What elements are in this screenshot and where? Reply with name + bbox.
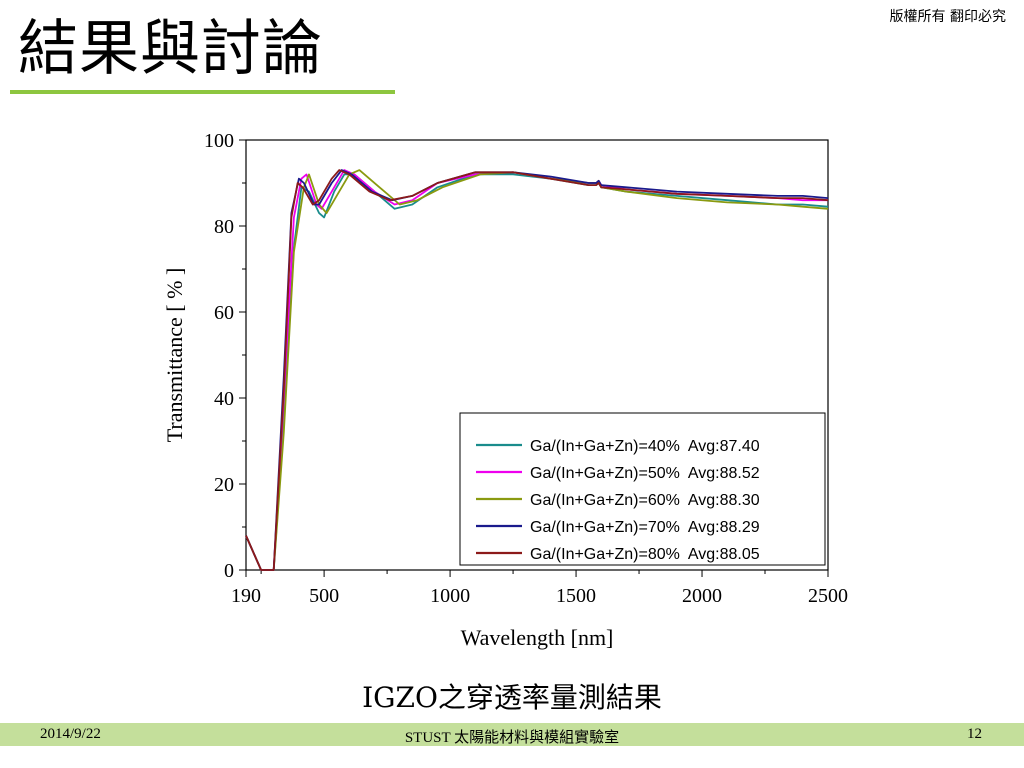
legend: Ga/(In+Ga+Zn)=40% Avg:87.40 Ga/(In+Ga+Zn)… bbox=[459, 412, 826, 566]
footer-date: 2014/9/22 bbox=[40, 726, 101, 742]
x-tick-label: 1500 bbox=[556, 585, 596, 607]
series-line bbox=[245, 169, 829, 571]
footer-lab-name: STUST 太陽能材料與模組實驗室 bbox=[404, 730, 620, 746]
footer-bar: 2014/9/22 STUST 太陽能材料與模組實驗室 12 bbox=[0, 723, 1024, 746]
x-axis-ticks: 190 500 1000 1500 2000 2500 bbox=[231, 570, 848, 607]
x-axis-label: Wavelength [nm] bbox=[461, 625, 614, 650]
y-tick-label: 100 bbox=[204, 130, 234, 152]
legend-items: Ga/(In+Ga+Zn)=40% Avg:87.40 Ga/(In+Ga+Zn)… bbox=[476, 438, 760, 563]
series-line bbox=[245, 169, 829, 571]
y-tick-label: 40 bbox=[214, 388, 234, 410]
x-tick-label: 500 bbox=[309, 585, 339, 607]
x-tick-label: 1000 bbox=[430, 585, 470, 607]
transmittance-chart: 0 20 40 60 80 100 190 500 1000 1500 2000 2500 Wave… bbox=[162, 130, 848, 650]
legend-label: Ga/(In+Ga+Zn)=70% Avg:88.29 bbox=[530, 519, 760, 536]
y-tick-label: 80 bbox=[214, 216, 234, 238]
y-tick-label: 60 bbox=[214, 302, 234, 324]
legend-box bbox=[459, 412, 826, 566]
title-underline bbox=[10, 90, 395, 94]
y-tick-label: 20 bbox=[214, 474, 234, 496]
y-axis-ticks: 0 20 40 60 80 100 bbox=[204, 130, 246, 582]
x-tick-label: 190 bbox=[231, 585, 261, 607]
y-axis-label: Transmittance [ % ] bbox=[162, 268, 187, 443]
legend-label: Ga/(In+Ga+Zn)=50% Avg:88.52 bbox=[530, 465, 760, 482]
slide-title: 結果與討論 bbox=[18, 14, 323, 84]
legend-label: Ga/(In+Ga+Zn)=60% Avg:88.30 bbox=[530, 492, 760, 509]
footer-page-number: 12 bbox=[967, 726, 982, 742]
x-tick-label: 2500 bbox=[808, 585, 848, 607]
copyright-notice: 版權所有 翻印必究 bbox=[889, 9, 1006, 25]
series-lines bbox=[245, 169, 829, 571]
legend-label: Ga/(In+Ga+Zn)=40% Avg:87.40 bbox=[530, 438, 760, 455]
legend-label: Ga/(In+Ga+Zn)=80% Avg:88.05 bbox=[530, 546, 760, 563]
y-tick-label: 0 bbox=[224, 560, 234, 582]
figure-caption: IGZO之穿透率量測結果 bbox=[362, 681, 662, 714]
x-tick-label: 2000 bbox=[682, 585, 722, 607]
